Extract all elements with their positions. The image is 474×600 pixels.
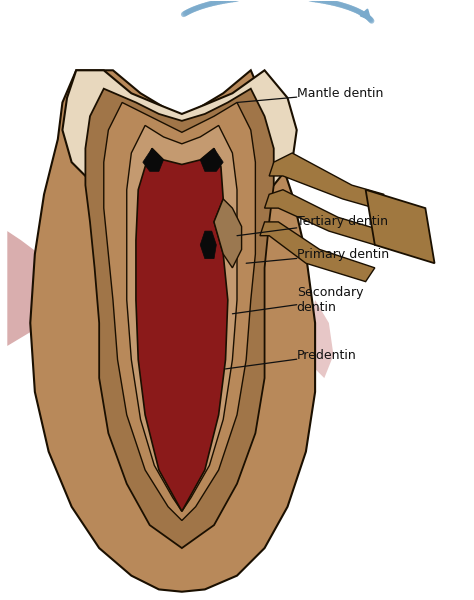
Polygon shape xyxy=(104,103,255,521)
Polygon shape xyxy=(214,199,242,268)
Text: Mantle dentin: Mantle dentin xyxy=(237,87,383,103)
Polygon shape xyxy=(7,231,49,346)
Text: Primary dentin: Primary dentin xyxy=(246,248,389,263)
Polygon shape xyxy=(200,148,223,172)
Text: Secondary
dentin: Secondary dentin xyxy=(232,286,363,314)
Polygon shape xyxy=(63,70,297,199)
Text: Tertiary dentin: Tertiary dentin xyxy=(237,215,388,236)
Polygon shape xyxy=(200,231,216,259)
Polygon shape xyxy=(365,190,435,263)
Polygon shape xyxy=(269,153,384,208)
Polygon shape xyxy=(264,190,384,245)
Polygon shape xyxy=(136,148,228,511)
Polygon shape xyxy=(85,89,274,548)
Polygon shape xyxy=(310,300,334,378)
Polygon shape xyxy=(127,125,237,511)
Polygon shape xyxy=(143,148,164,172)
Polygon shape xyxy=(260,222,375,281)
Polygon shape xyxy=(30,70,315,592)
Text: Predentin: Predentin xyxy=(226,349,356,369)
